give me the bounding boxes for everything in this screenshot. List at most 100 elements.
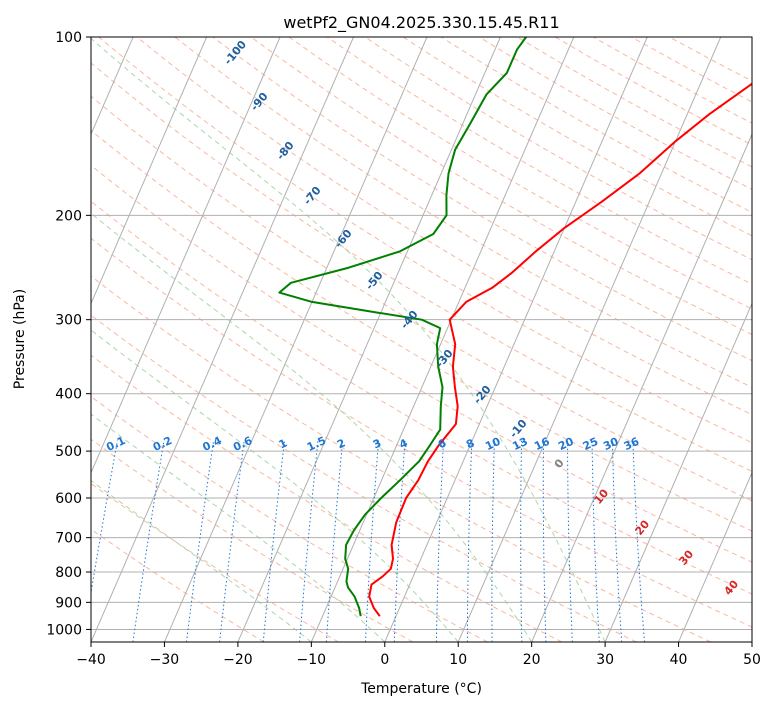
mixing-ratio-line [542, 440, 547, 642]
x-tick-label: 0 [380, 652, 389, 668]
mixing-ratio-line [491, 440, 495, 642]
mixing-ratio-line [262, 440, 285, 642]
y-tick-label: 200 [55, 208, 82, 224]
moist-adiabat-label: -100 [221, 38, 249, 68]
dry-adiabat [478, 37, 752, 190]
isotherm [91, 37, 281, 474]
dry-adiabat [554, 37, 752, 146]
dry-adiabat [212, 37, 752, 362]
mixing-ratio-label: 13 [510, 435, 529, 453]
moist-adiabat-label: 30 [676, 547, 696, 567]
isotherm [604, 302, 752, 642]
mixing-ratio-label: 30 [601, 435, 621, 453]
y-tick-label: 1000 [46, 622, 82, 638]
dry-adiabat [91, 396, 488, 642]
mixing-ratio-line [632, 440, 645, 642]
y-tick-label: 300 [55, 313, 82, 329]
x-tick-label: 10 [449, 652, 467, 668]
isotherm [310, 37, 575, 642]
dry-adiabat [364, 37, 752, 261]
dry-adiabat [250, 37, 752, 336]
x-tick-label: −30 [150, 652, 180, 668]
mixing-ratio-line [219, 440, 245, 642]
dry-adiabat [288, 37, 752, 310]
dry-adiabat [91, 95, 752, 502]
background-lines [0, 37, 752, 642]
dry-adiabat [91, 200, 752, 595]
profile-lines [278, 37, 752, 617]
mixing-ratio-line [466, 440, 473, 642]
isotherm [237, 37, 501, 642]
y-tick-label: 700 [55, 531, 82, 547]
mixing-ratio-line [611, 440, 623, 642]
x-tick-label: 20 [523, 652, 541, 668]
dewpoint-profile [278, 37, 527, 617]
x-axis: −40 −30 −20 −10 0 10 20 30 40 50 [76, 642, 761, 668]
mixing-ratio-line [91, 440, 118, 596]
line-annotations: 0.1 0.2 0.4 0.6 1 1.5 2 3 4 6 8 10 13 16 20 25 30 36-100-… [104, 38, 741, 598]
moist-adiabat-label: -50 [363, 269, 386, 293]
dry-adiabat [91, 482, 339, 642]
mixing-ratio-line [186, 440, 215, 642]
dry-adiabat [91, 354, 563, 642]
y-tick-label: 500 [55, 444, 82, 460]
y-tick-label: 800 [55, 565, 82, 581]
dry-adiabat [91, 314, 637, 642]
dry-adiabat [91, 275, 712, 642]
mixing-ratio-label: 36 [622, 435, 642, 453]
dry-adiabat [136, 37, 752, 416]
mixing-ratio-label: 16 [532, 435, 552, 453]
isotherm [531, 132, 752, 642]
isotherm [91, 37, 354, 642]
y-tick-label: 600 [55, 491, 82, 507]
x-tick-label: −40 [76, 652, 106, 668]
mixing-ratio-label: 4 [397, 436, 410, 451]
x-axis-title: Temperature (°C) [360, 681, 482, 697]
plot-frame [90, 36, 753, 643]
y-tick-label: 400 [55, 387, 82, 403]
y-tick-label: 100 [55, 30, 82, 46]
mixing-ratio-line [435, 440, 445, 642]
mixing-ratio-label: 20 [556, 435, 576, 453]
mixing-ratio-line [520, 440, 523, 642]
moist-adiabat [91, 212, 533, 642]
isotherm [384, 37, 648, 642]
moist-adiabat [91, 37, 606, 642]
moist-adiabat-label: 10 [591, 486, 611, 506]
isotherm [0, 37, 60, 642]
dry-adiabat [91, 129, 752, 532]
mixing-ratio-label: 2 [335, 436, 347, 451]
mixing-ratio-line [325, 440, 344, 642]
moist-adiabat [91, 329, 459, 642]
x-tick-label: 30 [596, 652, 614, 668]
isotherm [163, 37, 428, 642]
moist-adiabat-label: -40 [398, 308, 421, 332]
x-tick-label: −20 [223, 652, 253, 668]
dry-adiabat [174, 37, 752, 388]
temperature-profile [368, 82, 752, 617]
mixing-ratio-line [365, 440, 380, 642]
mixing-ratio-line [299, 440, 319, 642]
mixing-ratio-label: 10 [483, 435, 503, 453]
moist-adiabat-label: 0 [552, 456, 567, 470]
isotherm [457, 37, 722, 642]
mixing-ratio-line [591, 440, 600, 642]
isotherm [678, 471, 752, 642]
x-tick-label: 50 [743, 652, 761, 668]
moist-adiabat [91, 413, 386, 642]
moist-adiabat-label: -70 [301, 184, 324, 208]
isotherm [91, 37, 208, 305]
moist-adiabat-label: 20 [632, 517, 652, 537]
x-tick-label: −10 [297, 652, 327, 668]
y-axis-title: Pressure (hPa) [12, 289, 28, 389]
mixing-ratio-label: 25 [581, 435, 600, 453]
isotherm [751, 640, 752, 642]
dry-adiabat [326, 37, 752, 285]
dry-adiabat [91, 62, 752, 472]
dry-adiabat [91, 528, 265, 642]
moist-adiabat-label: -20 [471, 383, 494, 407]
dry-adiabat [91, 237, 752, 628]
mixing-ratio-label: 8 [464, 436, 476, 451]
moist-adiabat [91, 479, 312, 642]
